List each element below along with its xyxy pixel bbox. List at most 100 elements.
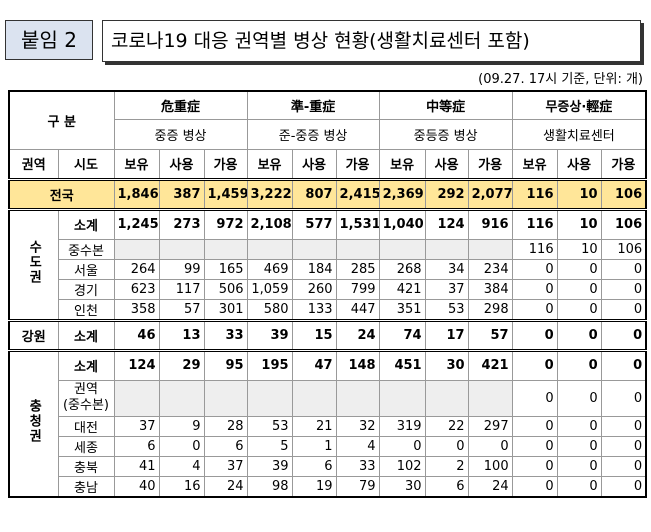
value-cell: 19 [291, 475, 337, 497]
row-label: 충북 [57, 455, 115, 477]
row-label: 대전 [57, 415, 115, 437]
value-cell: 53 [246, 415, 293, 437]
blank-cell [467, 379, 513, 417]
value-cell: 447 [335, 298, 380, 321]
value-cell: 421 [467, 348, 513, 381]
group-header: 中等症 [378, 90, 513, 120]
value-cell: 41 [113, 455, 160, 477]
value-cell: 421 [378, 278, 426, 300]
blank-cell [113, 379, 160, 417]
value-cell: 0 [511, 415, 558, 437]
table-row: 중수본 116 10 106 [9, 238, 647, 260]
value-cell: 17 [424, 318, 469, 351]
value-cell: 5 [246, 435, 293, 457]
row-label: 경기 [57, 278, 115, 300]
value-cell: 30 [378, 475, 426, 497]
value-cell: 577 [291, 207, 337, 240]
value-cell: 28 [203, 415, 248, 437]
blank-cell [291, 379, 337, 417]
row-label: 소계 [57, 207, 115, 240]
blank-cell [424, 238, 469, 260]
value-cell: 0 [511, 348, 558, 381]
bed-table: 구 분 危重症 準-重症 中等症 무증상·輕症 중증 병상 준-중증 병상 중등증 병상 생활치… [8, 90, 648, 498]
value-cell: 0 [158, 435, 205, 457]
region-name: 강원 [21, 329, 46, 345]
value-cell: 297 [467, 415, 513, 437]
value-cell: 24 [467, 475, 513, 497]
value-cell: 260 [291, 278, 337, 300]
value-cell: 623 [113, 278, 160, 300]
value-cell: 0 [511, 318, 558, 351]
group-subheader: 생활치료센터 [511, 118, 647, 150]
row-label: 세종 [57, 435, 115, 457]
row-label: 서울 [57, 258, 115, 280]
row-label: 인천 [57, 298, 115, 321]
blank-cell [378, 379, 426, 417]
column-header: 가용 [467, 148, 513, 180]
value-cell: 3,222 [246, 177, 293, 210]
blank-cell [467, 238, 513, 260]
table-row: 인천 358 57 301 580 133 447 351 53 298 0 0 0 [9, 298, 647, 321]
region-label: 수도권 [8, 207, 59, 321]
table-row: 중증 병상 준-중증 병상 중등증 병상 생활치료센터 [9, 118, 647, 150]
value-cell: 387 [158, 177, 205, 210]
value-cell: 0 [467, 435, 513, 457]
blank-cell [246, 379, 293, 417]
value-cell: 133 [291, 298, 337, 321]
title: 코로나19 대응 권역별 병상 현황(생활치료센터 포함) [102, 20, 641, 62]
row-label: 충남 [57, 475, 115, 497]
value-cell: 0 [511, 258, 558, 280]
group-subheader: 준-중증 병상 [246, 118, 380, 150]
table-row: 충남 40 16 24 98 19 79 30 6 24 0 0 0 [9, 475, 647, 497]
value-cell: 0 [556, 278, 602, 300]
value-cell: 116 [511, 177, 558, 210]
table-row: 충북 41 4 37 39 6 33 102 2 100 0 0 0 [9, 455, 647, 477]
column-header: 시도 [57, 148, 115, 180]
value-cell: 37 [203, 455, 248, 477]
value-cell: 116 [511, 238, 558, 260]
blank-cell [291, 238, 337, 260]
value-cell: 34 [424, 258, 469, 280]
value-cell: 351 [378, 298, 426, 321]
value-cell: 0 [600, 379, 647, 417]
value-cell: 0 [424, 435, 469, 457]
column-header: 가용 [600, 148, 647, 180]
table-row: 대전 37 9 28 53 21 32 319 22 297 0 0 0 [9, 415, 647, 437]
value-cell: 22 [424, 415, 469, 437]
value-cell: 39 [246, 455, 293, 477]
value-cell: 2,415 [335, 177, 380, 210]
value-cell: 807 [291, 177, 337, 210]
row-label: 중수본 [57, 238, 115, 260]
column-header: 보유 [246, 148, 293, 180]
value-cell: 469 [246, 258, 293, 280]
blank-cell [246, 238, 293, 260]
value-cell: 116 [511, 207, 558, 240]
blank-cell [158, 238, 205, 260]
value-cell: 451 [378, 348, 426, 381]
value-cell: 10 [556, 207, 602, 240]
blank-cell [378, 238, 426, 260]
value-cell: 13 [158, 318, 205, 351]
row-label: 소계 [57, 318, 115, 351]
column-header: 가용 [335, 148, 380, 180]
value-cell: 57 [467, 318, 513, 351]
column-header: 사용 [424, 148, 469, 180]
value-cell: 33 [335, 455, 380, 477]
group-subheader: 중증 병상 [113, 118, 248, 150]
value-cell: 40 [113, 475, 160, 497]
column-header: 사용 [556, 148, 602, 180]
value-cell: 117 [158, 278, 205, 300]
table-row: 세종 6 0 6 5 1 4 0 0 0 0 0 0 [9, 435, 647, 457]
value-cell: 10 [556, 177, 602, 210]
value-cell: 799 [335, 278, 380, 300]
column-header: 보유 [511, 148, 558, 180]
value-cell: 264 [113, 258, 160, 280]
value-cell: 6 [203, 435, 248, 457]
column-header: 사용 [291, 148, 337, 180]
column-header: 가용 [203, 148, 248, 180]
row-label: 전국 [8, 177, 115, 210]
value-cell: 165 [203, 258, 248, 280]
value-cell: 384 [467, 278, 513, 300]
value-cell: 1,059 [246, 278, 293, 300]
group-subheader: 중등증 병상 [378, 118, 513, 150]
